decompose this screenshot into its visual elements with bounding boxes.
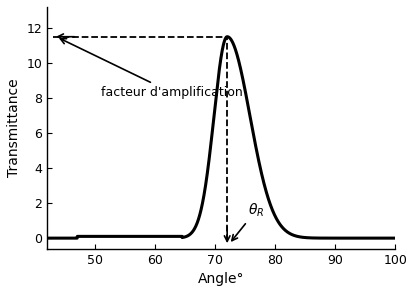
Text: facteur d'amplification: facteur d'amplification: [60, 39, 242, 99]
X-axis label: Angle°: Angle°: [197, 272, 244, 286]
Y-axis label: Transmittance: Transmittance: [7, 79, 21, 177]
Text: $\theta_R$: $\theta_R$: [231, 201, 264, 241]
